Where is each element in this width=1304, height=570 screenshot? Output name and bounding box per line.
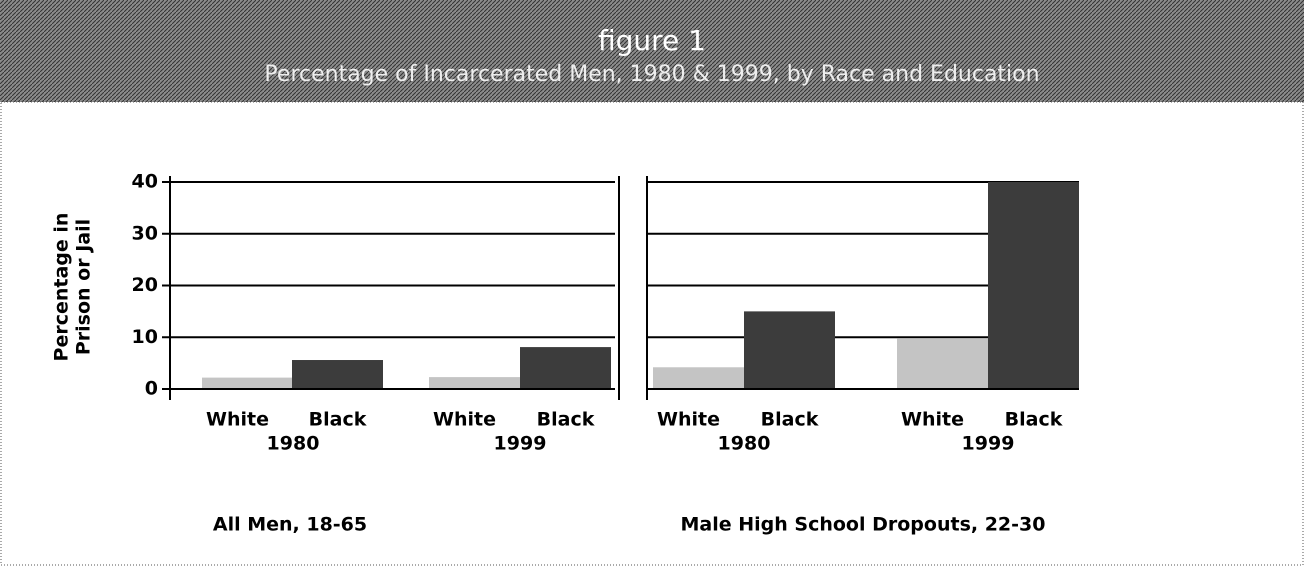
x-tick-label: White bbox=[657, 409, 720, 431]
x-tick-label: Black bbox=[761, 409, 819, 431]
group-label: 1999 bbox=[494, 433, 547, 455]
group-label: 1980 bbox=[718, 433, 771, 455]
bar bbox=[653, 367, 744, 389]
bar bbox=[744, 311, 835, 389]
panel-title: All Men, 18-65 bbox=[213, 514, 367, 536]
y-label: Percentage in Prison or Jail bbox=[51, 213, 95, 362]
x-tick-label: White bbox=[206, 409, 269, 431]
panel-title: Male High School Dropouts, 22-30 bbox=[681, 514, 1046, 536]
y-tick-label: 10 bbox=[132, 326, 158, 348]
y-tick-label: 40 bbox=[132, 171, 158, 193]
x-tick-label: White bbox=[433, 409, 496, 431]
y-label-line: Percentage in bbox=[51, 213, 73, 362]
x-tick-label: Black bbox=[1005, 409, 1063, 431]
x-tick-label: White bbox=[901, 409, 964, 431]
header-band bbox=[0, 0, 1304, 102]
bar bbox=[202, 377, 293, 389]
y-tick-label: 0 bbox=[145, 378, 158, 400]
group-label: 1999 bbox=[962, 433, 1015, 455]
frame bbox=[0, 101, 1304, 566]
bar bbox=[292, 360, 383, 389]
group-label: 1980 bbox=[267, 433, 320, 455]
y-label-line: Prison or Jail bbox=[73, 219, 95, 355]
bar bbox=[897, 338, 988, 389]
bar bbox=[520, 347, 611, 389]
title: figure 1 bbox=[598, 24, 706, 57]
subtitle: Percentage of Incarcerated Men, 1980 & 1… bbox=[264, 62, 1039, 87]
y-tick-label: 20 bbox=[132, 274, 158, 296]
y-tick-label: 30 bbox=[132, 222, 158, 244]
x-tick-label: Black bbox=[309, 409, 367, 431]
x-tick-label: Black bbox=[537, 409, 595, 431]
bar bbox=[429, 377, 520, 389]
bar bbox=[988, 182, 1079, 389]
